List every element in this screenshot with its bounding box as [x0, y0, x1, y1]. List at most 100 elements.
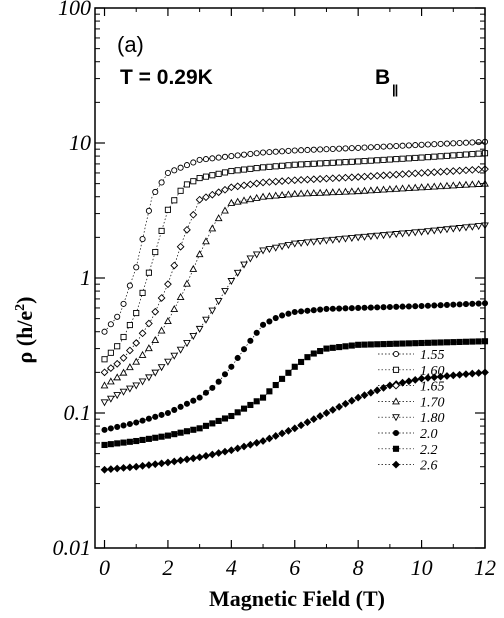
data-point	[202, 237, 210, 245]
data-point	[462, 180, 470, 188]
data-point	[392, 231, 401, 239]
data-point	[177, 403, 184, 410]
data-point	[374, 157, 381, 164]
data-point	[456, 151, 463, 159]
data-point	[190, 159, 197, 166]
data-point	[266, 149, 273, 156]
legend-item: 1.65	[378, 380, 445, 395]
data-point	[259, 394, 267, 401]
data-point	[418, 339, 425, 347]
y-tick-label: 100	[58, 0, 91, 20]
data-point	[399, 303, 406, 310]
data-point	[424, 374, 432, 382]
data-point	[455, 166, 464, 175]
data-point	[310, 146, 317, 153]
data-point	[119, 368, 128, 376]
data-point	[228, 412, 235, 420]
data-point	[336, 305, 343, 312]
data-point	[252, 179, 261, 188]
legend-item: 2.2	[378, 443, 438, 458]
data-point	[227, 278, 236, 286]
data-point	[253, 150, 260, 157]
data-point	[417, 228, 426, 236]
data-point	[240, 442, 248, 451]
data-point	[100, 465, 109, 474]
data-point	[342, 343, 349, 350]
data-point	[474, 165, 483, 174]
data-point	[106, 377, 115, 385]
data-point	[336, 344, 343, 351]
data-point	[145, 374, 153, 382]
data-point	[450, 301, 457, 308]
data-point	[291, 363, 298, 370]
data-point	[157, 326, 166, 334]
data-point	[431, 153, 438, 160]
data-point	[291, 147, 298, 154]
data-point	[170, 352, 179, 360]
data-point	[145, 344, 153, 352]
data-point	[158, 179, 165, 186]
data-point	[106, 364, 115, 372]
data-point	[418, 302, 425, 310]
data-point	[436, 372, 445, 381]
data-point	[323, 305, 330, 312]
data-point	[285, 162, 292, 169]
data-point	[411, 169, 420, 178]
data-point	[221, 371, 229, 378]
data-point	[323, 146, 330, 153]
data-point	[177, 187, 184, 194]
data-point	[132, 382, 141, 390]
data-point	[462, 151, 470, 158]
data-point	[436, 167, 445, 176]
data-point	[328, 174, 337, 183]
temperature-label: T = 0.29K	[120, 66, 213, 89]
data-point	[450, 152, 457, 159]
data-point	[380, 341, 387, 348]
data-point	[107, 349, 114, 356]
data-point	[348, 342, 355, 349]
y-tick-label: 1	[80, 265, 91, 290]
data-point	[303, 175, 312, 184]
data-point	[437, 140, 444, 147]
data-point	[278, 177, 286, 186]
data-point	[285, 147, 292, 154]
svg-text:ρ (h/e2): ρ (h/e2)	[12, 296, 37, 363]
data-point	[215, 170, 222, 177]
data-point	[417, 374, 426, 383]
data-point	[145, 461, 153, 469]
data-point	[145, 415, 152, 422]
x-axis-title: Magnetic Field (T)	[209, 586, 385, 611]
data-point	[374, 143, 381, 151]
data-point	[443, 301, 451, 308]
data-point	[138, 378, 147, 386]
data-point	[360, 391, 369, 400]
data-point	[221, 288, 229, 296]
data-point	[151, 307, 160, 316]
data-point	[240, 166, 248, 173]
data-point	[304, 146, 311, 154]
data-point	[202, 156, 210, 163]
data-point	[145, 319, 153, 328]
data-point	[455, 225, 464, 233]
data-point	[418, 154, 425, 161]
legend-item: 1.70	[378, 395, 445, 410]
data-point	[424, 228, 432, 236]
data-point	[119, 354, 128, 362]
data-point	[285, 310, 292, 317]
data-point	[475, 150, 482, 157]
data-point	[158, 433, 165, 440]
data-point	[164, 458, 172, 467]
x-tick-label: 2	[162, 555, 173, 580]
y-tick-label: 0.1	[64, 400, 92, 425]
data-point	[271, 177, 280, 186]
data-point	[298, 358, 305, 366]
legend-item: 1.60	[378, 364, 445, 379]
data-point	[393, 303, 400, 310]
data-point	[386, 303, 393, 311]
data-point	[417, 183, 426, 191]
legend-item: 1.80	[378, 411, 445, 426]
data-point	[386, 156, 393, 163]
data-point	[202, 451, 210, 460]
data-point	[119, 388, 128, 396]
